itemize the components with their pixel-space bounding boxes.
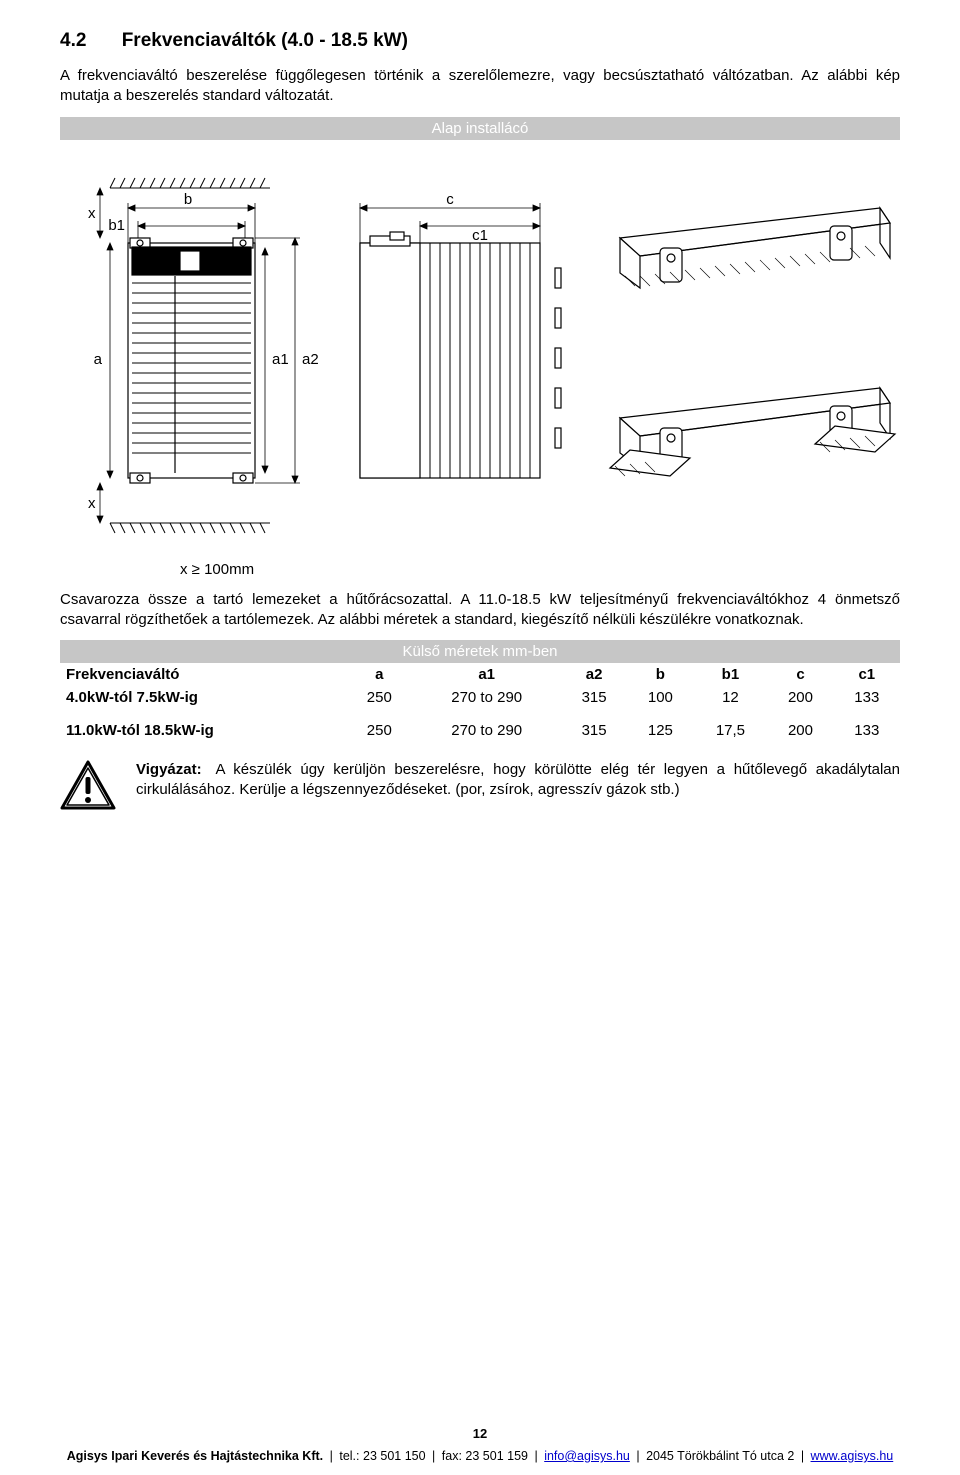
dim-label-c: c <box>446 191 454 208</box>
col-h5: b1 <box>694 663 768 686</box>
row1-c6: 133 <box>834 719 900 742</box>
footer-email-link[interactable]: info@agisys.hu <box>544 1449 630 1463</box>
dim-label-c1: c1 <box>472 227 488 244</box>
dim-label-b1: b1 <box>108 217 125 234</box>
clearance-formula: x ≥ 100mm <box>180 561 900 578</box>
row0-c0: 250 <box>346 686 412 709</box>
warning-icon <box>60 760 116 815</box>
row1-c3: 125 <box>627 719 693 742</box>
footer-fax: 23 501 159 <box>465 1449 528 1463</box>
row0-c5: 200 <box>767 686 833 709</box>
dim-label-a: a <box>94 351 103 368</box>
footer-tel-label: tel.: <box>339 1449 359 1463</box>
col-h1: a <box>346 663 412 686</box>
col-h3: a2 <box>561 663 627 686</box>
caution-body: A készülék úgy kerüljön beszerelésre, ho… <box>136 761 900 798</box>
intro-paragraph: A frekvenciaváltó beszerelése függőleges… <box>60 66 900 107</box>
dim-label-b: b <box>184 191 192 208</box>
section-heading: 4.2 Frekvenciaváltók (4.0 - 18.5 kW) <box>60 30 900 52</box>
footer-web-link[interactable]: www.agisys.hu <box>811 1449 894 1463</box>
dim-label-a1: a1 <box>272 351 289 368</box>
install-banner: Alap installácó <box>60 117 900 140</box>
caution-text: Vigyázat: A készülék úgy kerüljön beszer… <box>136 760 900 801</box>
caution-block: Vigyázat: A készülék úgy kerüljön beszer… <box>60 760 900 815</box>
col-h7: c1 <box>834 663 900 686</box>
row1-c0: 250 <box>346 719 412 742</box>
row0-c2: 315 <box>561 686 627 709</box>
footer-line: Agisys Ipari Keverés és Hajtástechnika K… <box>0 1449 960 1463</box>
col-h2: a1 <box>412 663 560 686</box>
page-number: 12 <box>0 1426 960 1441</box>
dim-label-x-top: x <box>88 205 96 222</box>
dimensions-table: Külső méretek mm-ben Frekvenciaváltó a a… <box>60 640 900 742</box>
table-row: 4.0kW-tól 7.5kW-ig 250 270 to 290 315 10… <box>60 686 900 709</box>
row1-c5: 200 <box>767 719 833 742</box>
row0-c6: 133 <box>834 686 900 709</box>
dim-label-a2: a2 <box>302 351 319 368</box>
col-h6: c <box>767 663 833 686</box>
installation-diagram: x b b1 <box>60 148 900 553</box>
section-title: Frekvenciaváltók (4.0 - 18.5 kW) <box>122 30 408 51</box>
footer-company: Agisys Ipari Keverés és Hajtástechnika K… <box>67 1449 323 1463</box>
footer-address: 2045 Törökbálint Tó utca 2 <box>646 1449 794 1463</box>
caution-label: Vigyázat: <box>136 760 202 780</box>
row1-c2: 315 <box>561 719 627 742</box>
col-h4: b <box>627 663 693 686</box>
row0-c4: 12 <box>694 686 768 709</box>
dims-banner: Külső méretek mm-ben <box>60 640 900 663</box>
col-h0: Frekvenciaváltó <box>60 663 346 686</box>
dim-label-x-bottom: x <box>88 495 96 512</box>
row1-c4: 17,5 <box>694 719 768 742</box>
section-number: 4.2 <box>60 30 86 52</box>
table-header-row: Frekvenciaváltó a a1 a2 b b1 c c1 <box>60 663 900 686</box>
table-row: 11.0kW-tól 18.5kW-ig 250 270 to 290 315 … <box>60 719 900 742</box>
row1-label: 11.0kW-tól 18.5kW-ig <box>60 719 346 742</box>
row0-c1: 270 to 290 <box>412 686 560 709</box>
mid-paragraph: Csavarozza össze a tartó lemezeket a hűt… <box>60 590 900 631</box>
footer-tel: 23 501 150 <box>363 1449 426 1463</box>
row0-c3: 100 <box>627 686 693 709</box>
row0-label: 4.0kW-tól 7.5kW-ig <box>60 686 346 709</box>
footer-fax-label: fax: <box>442 1449 462 1463</box>
row1-c1: 270 to 290 <box>412 719 560 742</box>
